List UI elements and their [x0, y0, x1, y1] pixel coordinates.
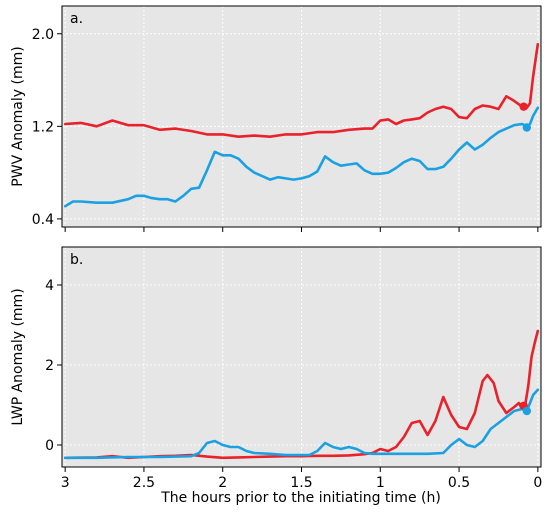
series-line-blue — [63, 388, 540, 460]
panel-label: b. — [70, 252, 83, 268]
y-tick-label: 0.4 — [32, 212, 54, 228]
series-line-blue — [63, 106, 540, 208]
x-tick-label: 2.5 — [133, 475, 155, 491]
y-tick-label: 4 — [45, 278, 54, 294]
x-tick-label: 3 — [61, 475, 70, 491]
y-axis-title: PWV Anomaly (mm) — [10, 46, 26, 186]
series-marker-red — [519, 102, 528, 111]
x-tick-label: 2 — [218, 475, 227, 491]
x-axis-title: The hours prior to the initiating time (… — [160, 490, 441, 506]
y-tick-label: 2.0 — [32, 27, 54, 43]
y-tick-label: 1.2 — [32, 119, 54, 135]
series-marker-blue — [522, 406, 532, 416]
y-tick-label: 0 — [45, 438, 54, 454]
panel-label: a. — [70, 11, 83, 27]
series-marker-blue — [522, 123, 532, 132]
lwp-anomaly-panel: 3 2.5 2 1.5 1 0.5 0 0 2 4 b. LWP Anomaly (mm) — [10, 246, 542, 491]
x-tick-label: 0 — [533, 475, 542, 491]
x-tick-label: 1 — [376, 475, 385, 491]
y-tick-label: 2 — [45, 358, 54, 374]
x-tick-label: 0.5 — [448, 475, 470, 491]
x-tick-label: 1.5 — [290, 475, 312, 491]
pwv-anomaly-panel: 0.4 1.2 2.0 a. PWV Anomaly (mm) — [10, 5, 542, 232]
y-axis-title: LWP Anomaly (mm) — [10, 288, 26, 425]
series-line-red — [63, 42, 540, 138]
series-line-red — [63, 329, 540, 460]
